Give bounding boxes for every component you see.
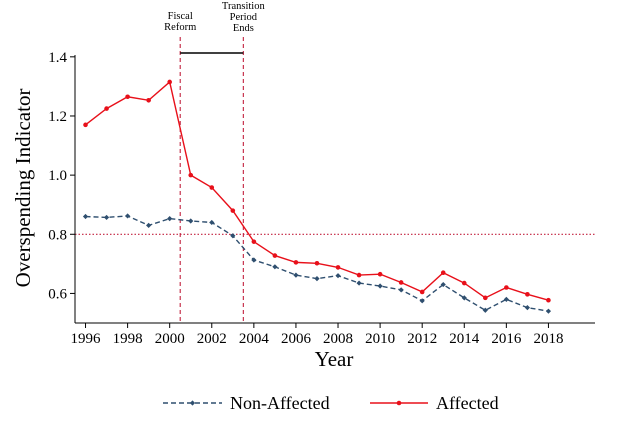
data-point [188, 172, 194, 178]
x-tick-label: 2002 [197, 331, 227, 347]
data-point [251, 257, 257, 263]
data-point [167, 216, 173, 222]
data-point [419, 298, 425, 304]
data-point [356, 272, 362, 278]
data-point [524, 305, 530, 311]
data-point [251, 239, 257, 244]
y-tick-label: 1.4 [48, 50, 67, 66]
data-point [377, 283, 383, 289]
x-tick-label: 2000 [155, 331, 185, 347]
data-point [230, 233, 236, 239]
x-tick-label: 2018 [533, 331, 563, 347]
y-tick-label: 0.8 [48, 227, 67, 243]
data-point [209, 185, 215, 190]
annotation-0: Fiscal Reform [164, 11, 196, 33]
data-point [377, 271, 383, 277]
x-tick-label: 2014 [449, 331, 480, 347]
legend-label-1: Affected [436, 393, 499, 413]
data-point [103, 214, 110, 221]
data-point [483, 295, 488, 301]
data-point [209, 219, 215, 226]
data-point [482, 307, 488, 313]
legend-label-0: Non-Affected [230, 393, 330, 413]
annotation-1: Transition Period Ends [222, 1, 266, 34]
annotation-line: Fiscal [168, 11, 193, 22]
data-point [525, 292, 530, 297]
data-point [314, 276, 320, 282]
data-point [545, 308, 552, 314]
data-point [272, 253, 278, 258]
x-tick-label: 1998 [113, 331, 143, 347]
y-tick-label: 0.6 [48, 286, 67, 302]
annotation-line: Transition [222, 1, 266, 12]
data-point [356, 280, 362, 286]
legend: Non-Affected Affected [163, 393, 499, 413]
legend-marker-0 [189, 400, 196, 406]
reference-lines [75, 37, 595, 323]
annotation-line: Reform [164, 22, 196, 33]
data-point [335, 273, 341, 279]
y-axis-title: Overspending Indicator [11, 89, 35, 288]
data-point [146, 222, 152, 229]
data-point [419, 289, 425, 295]
data-point [440, 281, 446, 288]
x-tick-label: 2004 [239, 331, 270, 347]
data-point [125, 213, 131, 219]
data-point [504, 285, 509, 290]
y-tick-label: 1.0 [48, 168, 67, 184]
legend-marker-1 [396, 400, 402, 406]
series-line-1 [85, 80, 549, 301]
data-point [188, 218, 194, 224]
data-point [104, 106, 109, 111]
data-point [167, 79, 172, 85]
data-point [398, 287, 404, 293]
data-point [82, 213, 89, 220]
data-point [83, 122, 88, 128]
data-point [503, 296, 509, 302]
x-axis-title: Year [315, 347, 354, 371]
x-tick-label: 1996 [71, 331, 102, 347]
data-point [293, 272, 299, 278]
axes: 0.6 0.8 1.0 1.2 1.4 1996 1998 2000 2002 2004 2006 2… [11, 50, 595, 371]
data-point [335, 265, 341, 270]
data-point [146, 98, 151, 103]
annotation-line: Period [230, 12, 258, 23]
x-tick-label: 2008 [323, 331, 353, 347]
data-point [272, 264, 278, 270]
data-point [125, 94, 130, 100]
data-point [230, 208, 236, 213]
x-tick-label: 2016 [491, 331, 522, 347]
data-point [293, 260, 299, 265]
data-point [461, 295, 467, 301]
annotations: Fiscal Reform Transition Period Ends [164, 1, 266, 54]
data-point [546, 297, 551, 303]
x-tick-label: 2006 [281, 331, 312, 347]
data-point [398, 280, 404, 285]
data-point [440, 270, 446, 276]
x-tick-label: 2010 [365, 331, 395, 347]
y-tick-label: 1.2 [48, 109, 67, 125]
series-lines [82, 79, 552, 314]
data-point [314, 260, 320, 266]
annotation-line: Ends [233, 23, 254, 34]
x-tick-label: 2012 [407, 331, 437, 347]
data-point [461, 280, 467, 286]
